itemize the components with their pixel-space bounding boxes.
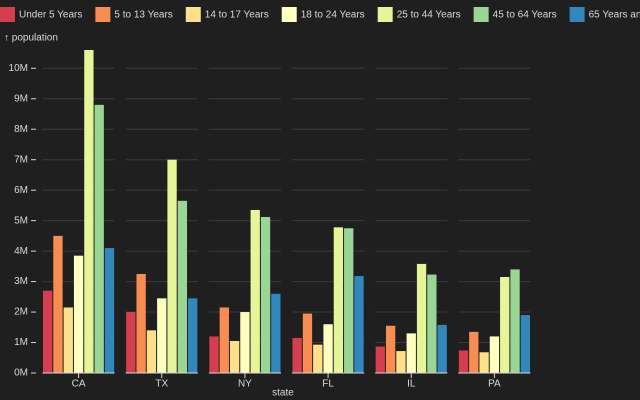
legend-swatch [185,7,201,22]
y-tick-label: 3M [14,276,28,287]
y-tick-label: 10M [9,63,28,74]
bar [333,227,344,373]
bar [500,277,510,373]
bar [458,350,469,373]
y-tick-label: 6M [14,185,28,196]
bar [302,313,313,373]
x-axis-label: state [272,388,294,399]
bar [157,298,167,373]
legend-label: 25 to 44 Years [397,10,461,21]
y-tick-label: 9M [14,93,28,104]
bar [427,274,437,373]
legend-label: 5 to 13 Years [114,10,172,21]
bar [271,293,281,373]
bar [240,312,250,373]
bar [94,104,104,373]
y-tick-label: 1M [14,337,28,348]
bar [177,200,188,373]
bar [188,298,198,373]
legend-label: Under 5 Years [19,10,82,21]
y-tick-label: 2M [14,307,28,318]
legend-swatch [95,7,111,22]
x-tick-label: IL [407,379,416,390]
bar [63,307,73,373]
bar [260,216,271,373]
bar [136,273,146,373]
bar [385,325,396,373]
bar [146,330,157,373]
y-tick-label: 4M [14,246,28,257]
bar [104,248,115,373]
x-tick-label: PA [488,379,501,390]
y-tick-label: 0M [14,368,28,379]
bar [313,344,323,373]
bar [396,351,406,373]
bar [344,228,354,373]
y-tick-label: 5M [14,215,28,226]
legend-label: 65 Years and Over [589,10,640,21]
bar [53,235,63,373]
legend-label: 45 to 64 Years [493,10,557,21]
legend-label: 14 to 17 Years [205,10,269,21]
y-tick-label: 8M [14,124,28,135]
bar [479,352,489,373]
bar [375,346,385,373]
bar [84,50,94,373]
bar [406,333,416,373]
legend-swatch [377,7,393,22]
bar [43,290,53,373]
bar [469,331,479,373]
legend-swatch [281,7,297,22]
legend-swatch [569,7,585,22]
bar [229,341,240,373]
x-tick-label: TX [155,379,168,390]
y-axis-label: ↑ population [4,33,58,44]
bar [416,263,427,373]
bar [354,276,364,373]
bar [167,159,177,373]
legend-swatch [0,7,15,22]
x-tick-label: FL [322,379,334,390]
y-tick-label: 7M [14,154,28,165]
bar [520,315,530,373]
bar [250,209,260,373]
bar [323,324,333,373]
bar [510,269,520,373]
bar [209,336,219,373]
bar [73,255,84,373]
bar [437,324,447,373]
bar [219,307,229,373]
legend-label: 18 to 24 Years [301,10,365,21]
bar [489,336,500,373]
bar [292,337,302,373]
legend-swatch [473,7,489,22]
x-tick-label: NY [238,379,252,390]
x-tick-label: CA [72,379,86,390]
bar [126,312,136,373]
